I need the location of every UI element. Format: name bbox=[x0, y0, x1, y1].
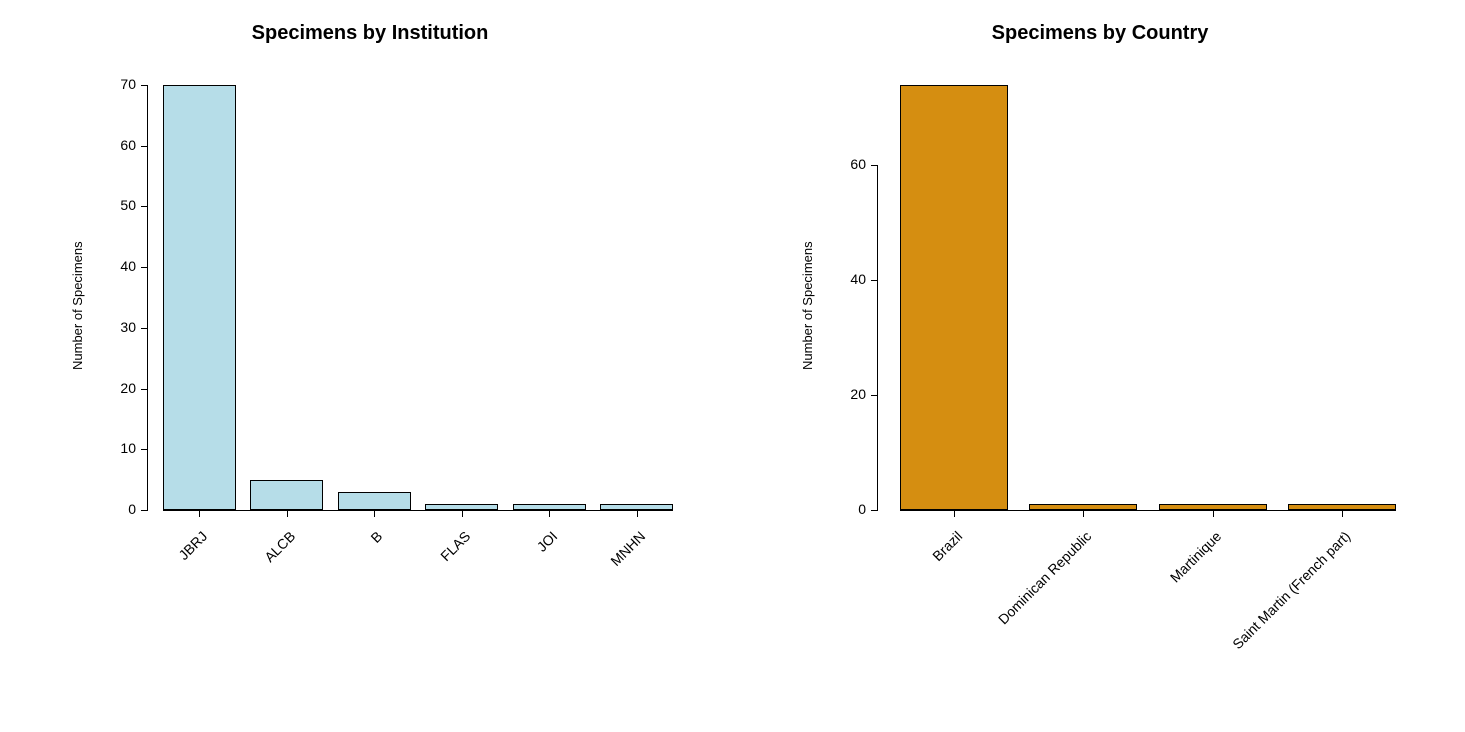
institution-chart-plot: 010203040506070JBRJALCBBFLASJOIMNHN bbox=[148, 85, 688, 510]
x-tick bbox=[1083, 510, 1084, 517]
x-axis-line bbox=[900, 510, 1397, 511]
y-tick-label: 0 bbox=[826, 501, 866, 517]
bar bbox=[163, 85, 236, 510]
institution-chart-title: Specimens by Institution bbox=[40, 22, 700, 45]
bar bbox=[338, 492, 411, 510]
y-tick bbox=[141, 206, 148, 207]
x-tick bbox=[462, 510, 463, 517]
x-tick bbox=[954, 510, 955, 517]
y-tick-label: 70 bbox=[96, 76, 136, 92]
y-tick-label: 60 bbox=[96, 137, 136, 153]
x-tick-label: B bbox=[233, 528, 386, 681]
x-tick-label: ALCB bbox=[145, 528, 298, 681]
y-tick-label: 20 bbox=[96, 380, 136, 396]
y-axis-line bbox=[877, 165, 878, 510]
y-tick bbox=[871, 395, 878, 396]
y-tick bbox=[141, 85, 148, 86]
x-tick bbox=[637, 510, 638, 517]
x-tick-label: Saint Martin (French part) bbox=[1201, 528, 1354, 681]
y-tick-label: 40 bbox=[96, 258, 136, 274]
x-tick-label: Brazil bbox=[812, 528, 965, 681]
institution-chart-ylabel: Number of Specimens bbox=[70, 241, 85, 370]
x-tick bbox=[287, 510, 288, 517]
x-tick-label: Dominican Republic bbox=[942, 528, 1095, 681]
x-tick-label: JBRJ bbox=[58, 528, 211, 681]
x-tick bbox=[1342, 510, 1343, 517]
y-tick-label: 30 bbox=[96, 319, 136, 335]
y-tick-label: 60 bbox=[826, 156, 866, 172]
y-tick bbox=[871, 510, 878, 511]
x-axis-line bbox=[163, 510, 674, 511]
y-tick-label: 50 bbox=[96, 197, 136, 213]
y-tick-label: 20 bbox=[826, 386, 866, 402]
y-axis-line bbox=[147, 85, 148, 510]
x-tick-label: MNHN bbox=[495, 528, 648, 681]
bar bbox=[900, 85, 1008, 510]
institution-chart-panel: Specimens by Institution Number of Speci… bbox=[40, 0, 700, 732]
country-chart-plot: 0204060BrazilDominican RepublicMartiniqu… bbox=[878, 85, 1418, 510]
y-tick-label: 10 bbox=[96, 440, 136, 456]
x-tick bbox=[199, 510, 200, 517]
y-tick bbox=[141, 389, 148, 390]
country-chart-title: Specimens by Country bbox=[770, 22, 1430, 45]
x-tick-label: Martinique bbox=[1071, 528, 1224, 681]
y-tick bbox=[141, 510, 148, 511]
y-tick bbox=[871, 165, 878, 166]
y-tick-label: 0 bbox=[96, 501, 136, 517]
y-tick bbox=[141, 328, 148, 329]
bar bbox=[250, 480, 323, 510]
y-tick bbox=[141, 267, 148, 268]
y-tick bbox=[871, 280, 878, 281]
y-tick bbox=[141, 146, 148, 147]
x-tick-label: JOI bbox=[408, 528, 561, 681]
x-tick bbox=[549, 510, 550, 517]
x-tick-label: FLAS bbox=[320, 528, 473, 681]
y-tick-label: 40 bbox=[826, 271, 866, 287]
country-chart-ylabel: Number of Specimens bbox=[800, 241, 815, 370]
x-tick bbox=[374, 510, 375, 517]
y-tick bbox=[141, 449, 148, 450]
x-tick bbox=[1213, 510, 1214, 517]
country-chart-panel: Specimens by Country Number of Specimens… bbox=[770, 0, 1430, 732]
